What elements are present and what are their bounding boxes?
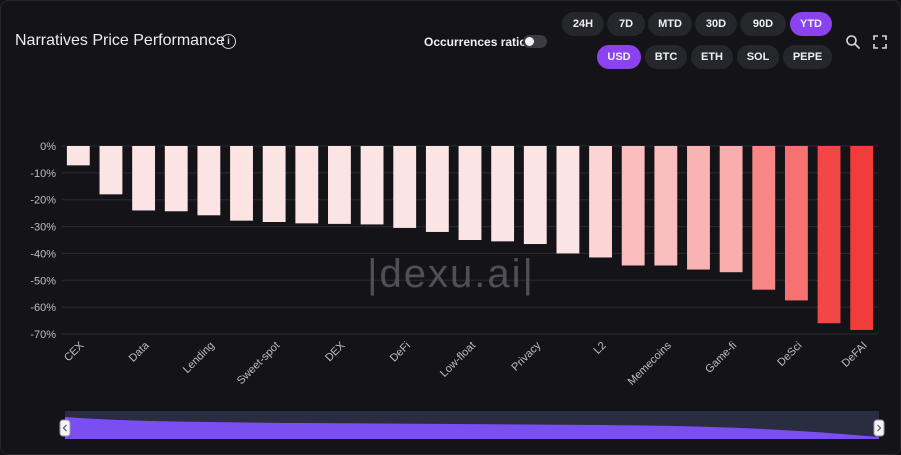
bar[interactable]	[132, 146, 156, 211]
y-tick-label: -20%	[30, 195, 56, 207]
x-tick-label: Data	[127, 339, 153, 365]
y-tick-label: -70%	[30, 329, 56, 341]
x-tick-label: Memecoins	[626, 339, 675, 388]
currency-eth[interactable]: ETH	[691, 45, 733, 69]
chevron-right-icon	[877, 424, 882, 432]
occurrences-ratio-label: Occurrences ratio	[424, 35, 527, 49]
bar[interactable]	[99, 146, 123, 195]
bar[interactable]	[230, 146, 253, 221]
bar[interactable]	[523, 146, 547, 245]
bar[interactable]	[197, 146, 221, 216]
bar[interactable]	[719, 146, 743, 273]
bar[interactable]	[589, 146, 612, 258]
watermark: |dexu.ai|	[367, 252, 535, 296]
fullscreen-icon[interactable]	[872, 34, 888, 50]
y-tick-label: -50%	[30, 275, 56, 287]
y-tick-label: -30%	[30, 222, 56, 234]
x-axis-labels: CEX Data Lending Sweet-spot DEX DeFi Low-float…	[62, 339, 870, 388]
bar[interactable]	[262, 146, 286, 223]
x-tick-label: Lending	[181, 340, 217, 376]
page-title: Narratives Price Performance	[15, 32, 225, 49]
currency-usd[interactable]: USD	[597, 45, 641, 69]
bar[interactable]	[458, 146, 482, 240]
y-tick-label: 0%	[40, 141, 56, 153]
bar[interactable]	[621, 146, 645, 266]
x-tick-label: Low-float	[438, 340, 478, 380]
navigator-handle-right[interactable]	[873, 419, 885, 437]
x-tick-label: DeFi	[388, 340, 413, 365]
bar[interactable]	[360, 146, 384, 225]
timeframe-90d[interactable]: 90D	[740, 12, 786, 36]
x-tick-label: CEX	[62, 339, 87, 364]
x-tick-label: L2	[592, 340, 609, 357]
timeframe-mtd[interactable]: MTD	[648, 12, 692, 36]
bars	[66, 146, 874, 330]
chevron-left-icon	[62, 424, 67, 432]
bar[interactable]	[654, 146, 678, 266]
currency-btc[interactable]: BTC	[645, 45, 687, 69]
bar[interactable]	[425, 146, 449, 232]
toggle-knob	[525, 37, 534, 46]
bar[interactable]	[66, 146, 90, 166]
bar[interactable]	[328, 146, 351, 224]
bar[interactable]	[850, 146, 874, 330]
bar[interactable]	[784, 146, 808, 301]
bar[interactable]	[817, 146, 841, 324]
timeframe-7d[interactable]: 7D	[607, 12, 645, 36]
timeframe-24h[interactable]: 24H	[562, 12, 604, 36]
x-tick-label: Sweet-spot	[235, 340, 282, 387]
x-tick-label: DEX	[323, 339, 348, 364]
bar[interactable]	[164, 146, 188, 212]
currency-pepe[interactable]: PEPE	[783, 45, 832, 69]
bar[interactable]	[295, 146, 319, 224]
range-navigator[interactable]	[59, 411, 885, 439]
occurrences-ratio-toggle[interactable]	[523, 35, 547, 48]
navigator-area	[65, 417, 879, 439]
x-tick-label: Privacy	[509, 339, 543, 373]
search-icon[interactable]	[845, 34, 861, 50]
timeframe-ytd[interactable]: YTD	[790, 12, 832, 36]
y-axis-ticks: 0% -10% -20% -30% -40% -50% -60% -70%	[30, 141, 56, 341]
navigator-handle-left[interactable]	[59, 419, 71, 437]
bar[interactable]	[556, 146, 580, 254]
bar[interactable]	[393, 146, 417, 228]
y-tick-label: -40%	[30, 248, 56, 260]
x-tick-label: DeSci	[775, 340, 804, 369]
x-tick-label: Game-fi	[703, 340, 739, 376]
info-icon[interactable]: i	[221, 34, 236, 49]
timeframe-30d[interactable]: 30D	[695, 12, 737, 36]
bar[interactable]	[687, 146, 710, 270]
bar[interactable]	[752, 146, 776, 290]
y-tick-label: -10%	[30, 168, 56, 180]
currency-sol[interactable]: SOL	[737, 45, 779, 69]
bar[interactable]	[491, 146, 515, 242]
x-tick-label: DeFAI	[840, 340, 870, 370]
y-tick-label: -60%	[30, 302, 56, 314]
